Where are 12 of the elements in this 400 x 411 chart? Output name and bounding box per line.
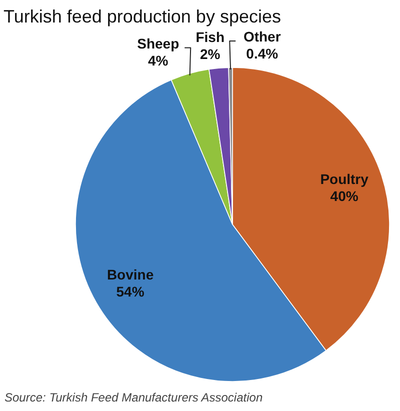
chart-title: Turkish feed production by species — [4, 6, 281, 26]
data-label: 40% — [330, 188, 359, 204]
source-note: Source: Turkish Feed Manufacturers Association — [4, 390, 263, 404]
slice-label: Other — [243, 28, 282, 44]
slice-label: Fish — [196, 29, 225, 46]
slice-label: Poultry — [320, 171, 369, 188]
data-label: 0.4% — [246, 45, 279, 62]
data-label: 4% — [148, 52, 169, 68]
slice-label: Bovine — [106, 266, 154, 282]
data-label: 54% — [116, 283, 145, 300]
data-label: 2% — [200, 46, 221, 62]
slice-label: Sheep — [137, 35, 180, 52]
